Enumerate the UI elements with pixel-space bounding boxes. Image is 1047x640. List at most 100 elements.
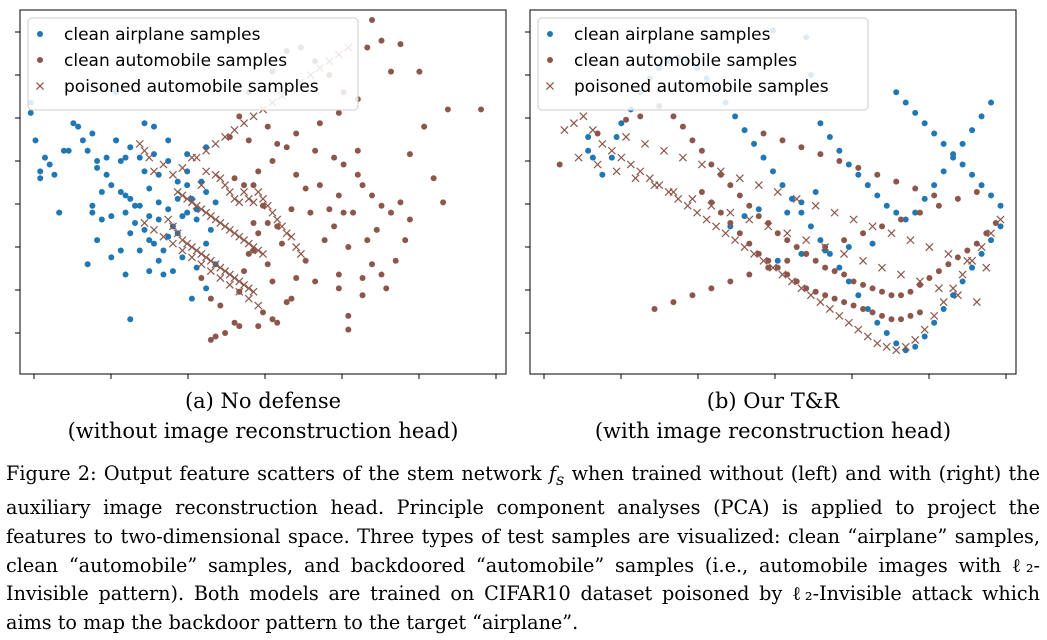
point-dot bbox=[132, 202, 139, 209]
point-dot bbox=[89, 209, 96, 216]
point-dot bbox=[188, 295, 195, 302]
point-x bbox=[579, 112, 588, 121]
point-x bbox=[840, 249, 849, 258]
point-dot bbox=[755, 250, 762, 257]
point-x bbox=[258, 249, 268, 258]
point-dot bbox=[203, 285, 210, 292]
caption-math-subscript: s bbox=[556, 469, 565, 489]
point-dot bbox=[288, 206, 295, 213]
point-x bbox=[221, 267, 230, 276]
point-dot bbox=[207, 226, 214, 233]
point-dot bbox=[845, 278, 852, 285]
point-x bbox=[764, 222, 773, 231]
point-x bbox=[225, 280, 234, 289]
point-dot bbox=[893, 340, 900, 347]
point-x bbox=[617, 153, 626, 162]
point-dot bbox=[954, 254, 961, 261]
point-dot bbox=[879, 312, 886, 319]
point-x bbox=[854, 325, 863, 334]
point-dot bbox=[269, 316, 276, 323]
point-dot bbox=[983, 230, 990, 237]
figure-caption: Figure 2: Output feature scatters of the… bbox=[6, 460, 1040, 637]
point-dot bbox=[879, 288, 886, 295]
point-x bbox=[268, 208, 277, 217]
point-dot bbox=[807, 223, 814, 230]
point-dot bbox=[169, 268, 176, 275]
point-dot bbox=[155, 216, 162, 223]
point-dot bbox=[165, 137, 172, 144]
point-dot bbox=[940, 140, 947, 147]
point-dot bbox=[997, 202, 1004, 209]
point-dot bbox=[255, 230, 262, 237]
point-x bbox=[202, 253, 211, 262]
legend-label: clean automobile samples bbox=[64, 51, 287, 71]
point-x bbox=[863, 332, 872, 341]
point-dot bbox=[359, 292, 366, 299]
point-x bbox=[202, 208, 211, 217]
caption-prefix: Figure 2: Output feature scatters of the… bbox=[6, 462, 549, 485]
point-x bbox=[740, 243, 749, 252]
point-dot bbox=[883, 202, 890, 209]
point-dot bbox=[127, 230, 134, 237]
point-dot bbox=[378, 271, 385, 278]
point-dot bbox=[812, 257, 819, 264]
point-dot bbox=[255, 168, 262, 175]
point-x bbox=[187, 198, 196, 207]
point-x bbox=[168, 239, 177, 248]
point-x bbox=[145, 153, 154, 162]
point-dot bbox=[70, 120, 77, 127]
point-x bbox=[258, 194, 268, 203]
point-x bbox=[216, 273, 225, 283]
point-x bbox=[688, 194, 697, 203]
point-x bbox=[282, 229, 291, 238]
point-dot bbox=[283, 144, 290, 151]
point-dot bbox=[94, 158, 101, 165]
point-x bbox=[759, 256, 768, 265]
point-dot bbox=[150, 240, 157, 247]
point-dot bbox=[902, 99, 909, 106]
point-dot bbox=[179, 254, 186, 261]
point-dot bbox=[250, 182, 257, 189]
point-dot bbox=[907, 312, 914, 319]
point-dot bbox=[226, 133, 233, 140]
point-x bbox=[225, 187, 234, 197]
point-dot bbox=[608, 154, 615, 161]
point-dot bbox=[969, 171, 976, 178]
subcaption-detail: (with image reconstruction head) bbox=[594, 419, 952, 443]
point-x bbox=[296, 249, 305, 258]
point-dot bbox=[293, 275, 300, 281]
point-dot bbox=[931, 192, 938, 199]
point-dot bbox=[912, 185, 919, 192]
point-x bbox=[211, 215, 220, 224]
point-dot bbox=[392, 257, 399, 264]
point-dot bbox=[869, 285, 876, 292]
point-dot bbox=[117, 247, 124, 254]
point-dot bbox=[369, 261, 376, 268]
point-x bbox=[697, 160, 706, 169]
subcaption-t-and-r: (b) Our T&R (with image reconstruction h… bbox=[528, 386, 1018, 446]
point-dot bbox=[51, 171, 58, 178]
point-x bbox=[178, 246, 187, 255]
point-dot bbox=[727, 278, 734, 285]
point-dot bbox=[774, 257, 781, 264]
point-dot bbox=[373, 226, 380, 233]
point-dot bbox=[589, 154, 596, 161]
point-x bbox=[683, 201, 692, 210]
point-x bbox=[173, 187, 182, 197]
point-dot bbox=[755, 206, 762, 213]
point-dot bbox=[335, 271, 342, 278]
point-dot bbox=[331, 223, 338, 230]
point-dot bbox=[136, 154, 143, 161]
point-dot bbox=[883, 330, 890, 337]
point-dot bbox=[283, 299, 290, 306]
point-x bbox=[939, 298, 948, 307]
point-dot bbox=[141, 120, 148, 127]
point-dot bbox=[727, 182, 734, 189]
point-dot bbox=[670, 113, 677, 120]
point-dot bbox=[155, 199, 162, 206]
point-dot bbox=[727, 219, 734, 226]
point-dot bbox=[387, 209, 394, 216]
point-x bbox=[197, 249, 206, 258]
point-dot bbox=[184, 209, 191, 216]
point-dot bbox=[969, 264, 976, 271]
